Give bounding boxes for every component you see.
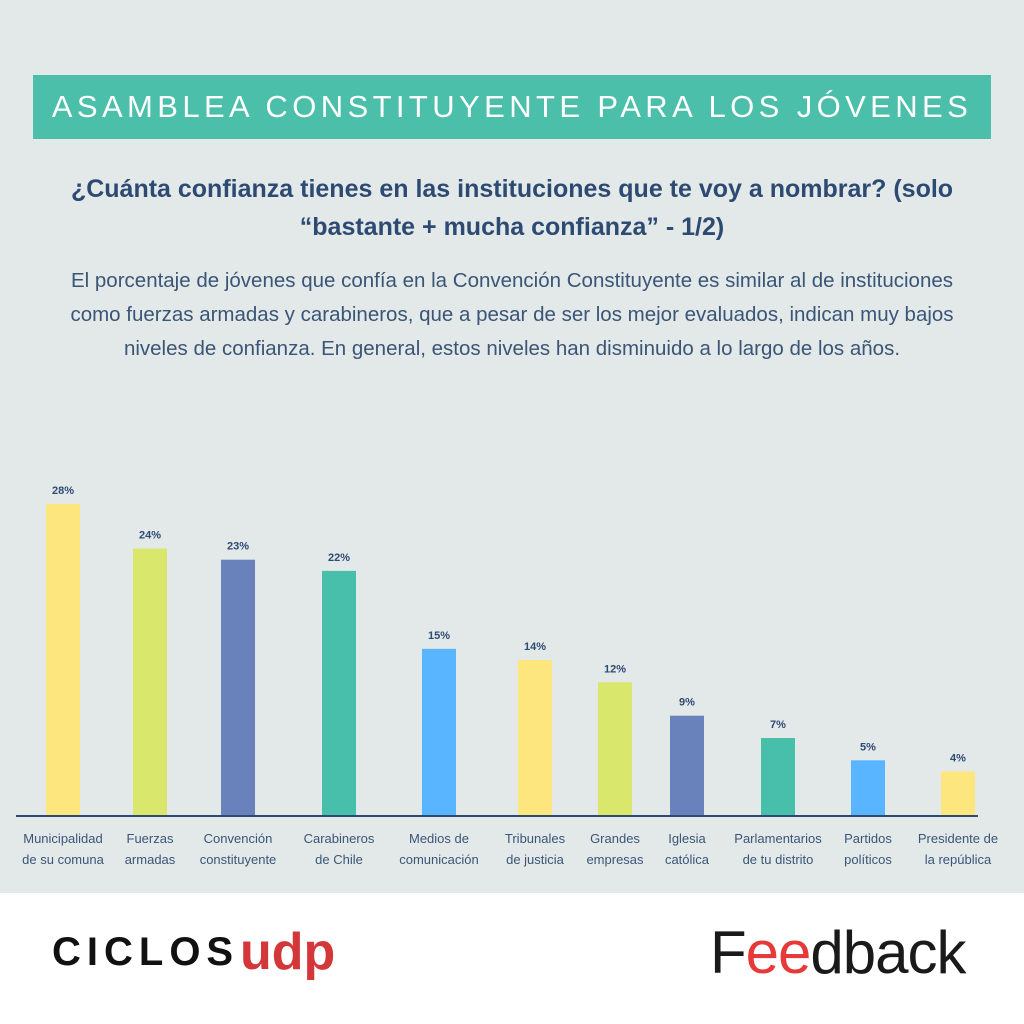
value-label: 15% [428,630,450,642]
category-label: la república [925,852,992,867]
bar [322,570,356,816]
value-label: 5% [860,741,876,753]
category-label: armadas [125,852,176,867]
category-label: Grandes [590,831,640,846]
bar [761,738,795,816]
category-label: de su comuna [22,852,104,867]
category-label-group: Municipalidad de su comuna Fuerzas armadas C… [22,831,998,867]
bar [221,559,255,816]
bar [598,682,632,816]
bar [851,760,885,816]
bar [670,715,704,816]
value-label: 22% [328,552,350,564]
value-label: 9% [679,697,695,709]
category-label: Iglesia [668,831,706,846]
category-label: Presidente de [918,831,998,846]
ciclos-logo: CICLOS [52,930,240,974]
category-label: Tribunales [505,831,566,846]
category-label: constituyente [200,852,277,867]
category-label: Carabineros [304,831,375,846]
bar [422,648,456,816]
category-label: de Chile [315,852,363,867]
category-label: empresas [586,852,644,867]
value-label: 24% [139,530,161,542]
value-label: 23% [227,541,249,553]
value-label: 28% [52,485,74,497]
category-label: de tu distrito [743,852,814,867]
category-label: Partidos [844,831,892,846]
title-banner: ASAMBLEA CONSTITUYENTE PARA LOS JÓVENES [33,75,991,139]
category-label: Fuerzas [127,831,174,846]
bar-group [46,504,975,816]
category-label: de justicia [506,852,565,867]
bar [133,548,167,816]
udp-logo: udp [240,923,336,981]
feedback-logo: Feedback [710,918,967,987]
category-label: católica [665,852,710,867]
bar-chart: 28% 24% 23% 22% 15% 14% 12% 9% 7% 5% 4% Municipali… [16,485,998,867]
bar [518,660,552,816]
feedback-logo-ee: ee [745,919,812,986]
bar [46,504,80,816]
value-label: 12% [604,663,626,675]
value-label: 7% [770,719,786,731]
chart-description: El porcentaje de jóvenes que confía en l… [70,269,954,360]
bar [941,771,975,816]
category-label: Medios de [409,831,469,846]
category-label: comunicación [399,852,479,867]
feedback-logo-f: F [710,919,747,986]
category-label: Parlamentarios [734,831,822,846]
value-label: 14% [524,641,546,653]
survey-question: ¿Cuánta confianza tienes en las instituc… [70,175,954,241]
value-label: 4% [950,752,966,764]
category-label: Convención [204,831,273,846]
category-label: políticos [844,852,892,867]
value-label-group: 28% 24% 23% 22% 15% 14% 12% 9% 7% 5% 4% [52,485,966,764]
content-panel: ASAMBLEA CONSTITUYENTE PARA LOS JÓVENES … [0,0,1024,893]
feedback-logo-rest: dback [810,919,966,986]
category-label: Municipalidad [23,831,103,846]
